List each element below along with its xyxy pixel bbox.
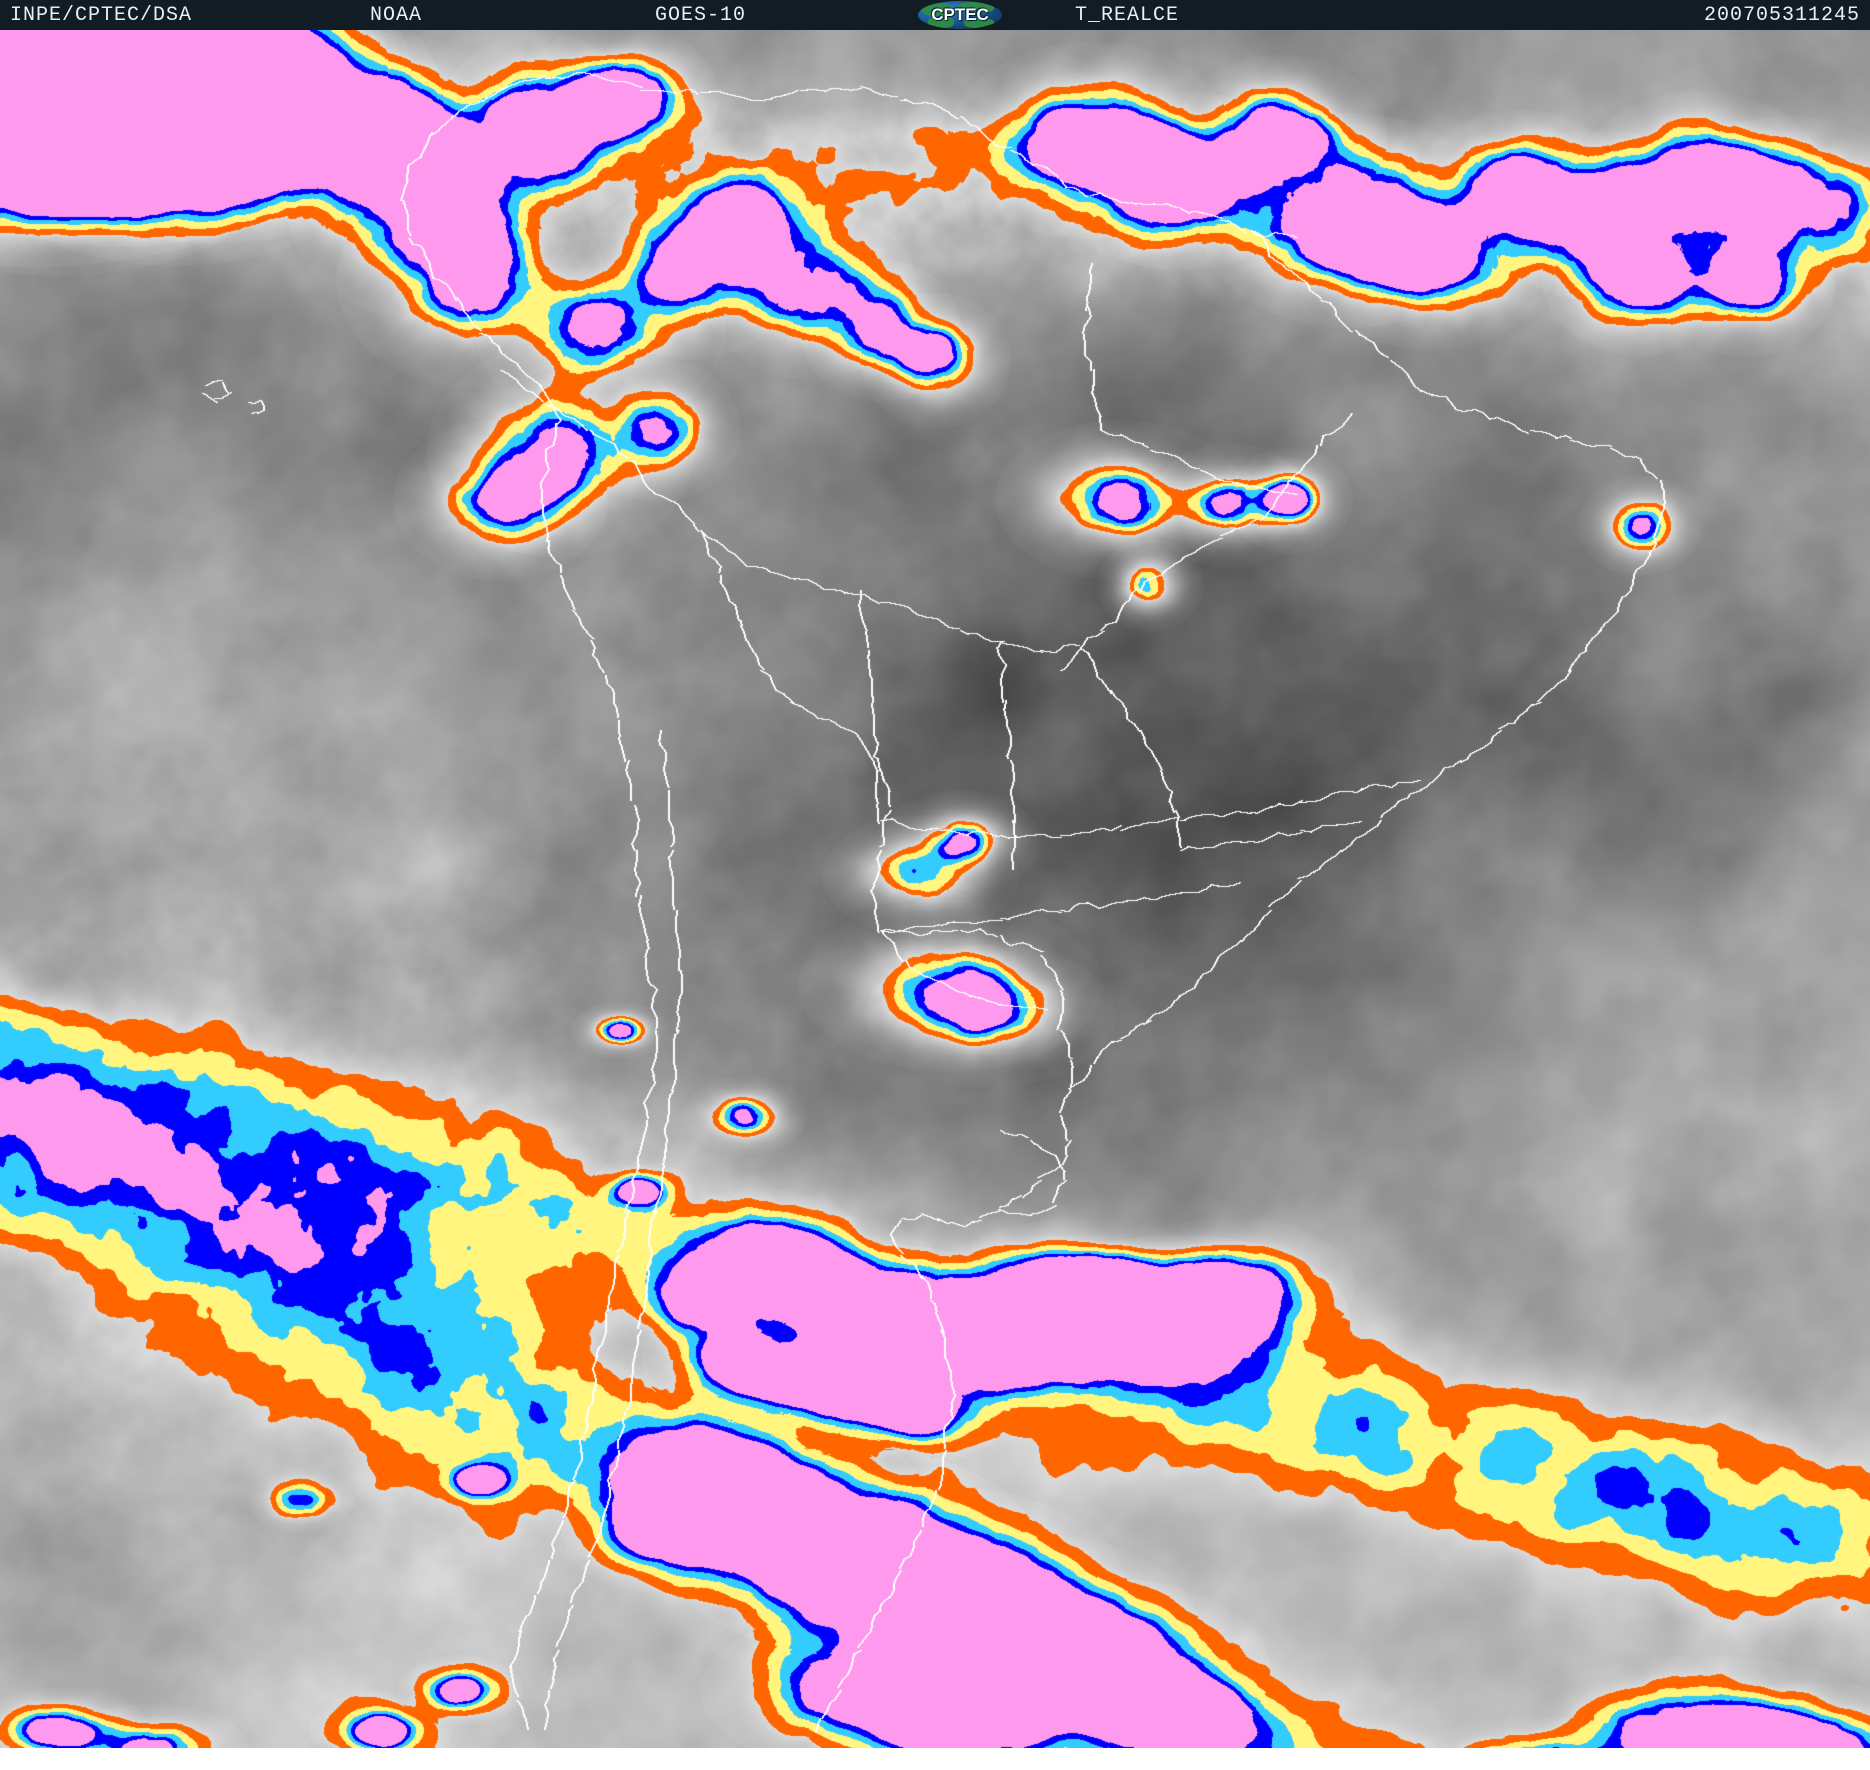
header-platform-label: GOES-10 bbox=[655, 4, 747, 27]
header-product-label: T_REALCE bbox=[1075, 4, 1180, 27]
satellite-image-canvas bbox=[0, 30, 1870, 1748]
cptec-logo-text: CPTEC bbox=[931, 5, 989, 24]
legend-footer: -80-70-60-50-40-30 Temperatura Celsius bbox=[0, 1748, 1870, 1770]
header-timestamp-label: 200705311245 bbox=[1703, 4, 1860, 27]
infrared-cloud-map bbox=[0, 30, 1870, 1748]
header-source-label: INPE/CPTEC/DSA bbox=[10, 4, 193, 27]
header-agency-label: NOAA bbox=[370, 4, 423, 27]
cptec-logo-icon: CPTEC bbox=[918, 1, 1002, 29]
header-bar: INPE/CPTEC/DSA NOAA GOES-10 T_REALCE 200… bbox=[0, 0, 1870, 30]
